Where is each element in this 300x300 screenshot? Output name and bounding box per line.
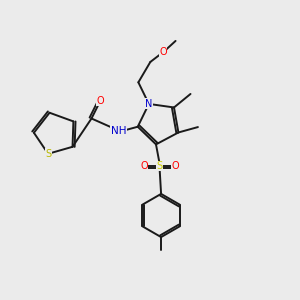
Text: N: N [145,99,152,109]
Text: NH: NH [111,125,126,136]
Text: O: O [97,95,104,106]
Text: O: O [140,161,148,171]
Text: O: O [171,161,179,171]
Text: O: O [159,47,167,57]
Text: S: S [157,161,163,171]
Text: S: S [45,149,51,159]
